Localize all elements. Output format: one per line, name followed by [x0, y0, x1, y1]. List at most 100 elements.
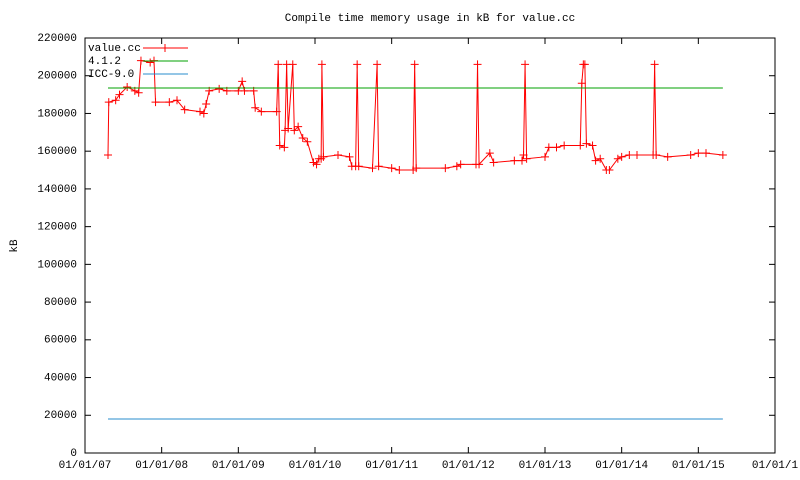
x-tick-label: 01/01/11: [365, 460, 418, 472]
point-marker: [395, 166, 404, 175]
y-tick-label: 180000: [37, 108, 77, 120]
legend-marker: [161, 44, 169, 52]
point-marker: [353, 60, 362, 69]
point-marker: [354, 162, 363, 171]
point-marker: [257, 107, 266, 116]
point-marker: [521, 60, 530, 69]
legend-label: value.cc: [88, 43, 141, 55]
point-marker: [718, 150, 727, 159]
y-tick-label: 120000: [37, 222, 77, 234]
point-marker: [541, 152, 549, 161]
point-marker: [410, 60, 419, 69]
plot-frame: [84, 37, 776, 454]
point-marker: [146, 58, 155, 67]
point-marker: [317, 60, 326, 69]
point-marker: [374, 162, 383, 171]
point-marker: [115, 90, 124, 99]
point-marker: [199, 109, 208, 118]
y-axis-label: kB: [9, 239, 21, 253]
x-tick-label: 01/01/07: [59, 460, 112, 472]
point-marker: [663, 152, 672, 161]
point-marker: [577, 79, 586, 88]
x-tick-label: 01/01/13: [519, 460, 572, 472]
point-marker: [552, 143, 561, 152]
point-marker: [582, 139, 591, 148]
y-tick-label: 20000: [44, 410, 77, 422]
point-marker: [694, 149, 703, 158]
point-marker: [275, 141, 284, 150]
point-marker: [576, 141, 585, 150]
point-marker: [280, 143, 289, 152]
x-tick-label: 01/01/12: [442, 460, 495, 472]
y-tick-label: 220000: [37, 33, 77, 45]
point-marker: [633, 150, 641, 159]
point-marker: [251, 103, 260, 112]
point-marker: [452, 162, 461, 171]
point-marker: [165, 98, 174, 107]
x-tick-label: 01/01/1: [752, 460, 799, 472]
point-marker: [373, 60, 382, 69]
point-marker: [134, 88, 143, 97]
point-marker: [686, 150, 695, 159]
point-marker: [284, 124, 293, 133]
point-marker: [215, 84, 224, 93]
point-marker: [238, 77, 247, 86]
point-marker: [368, 164, 377, 173]
point-marker: [272, 107, 281, 116]
point-marker: [489, 158, 498, 167]
point-marker: [702, 149, 710, 158]
chart-title: Compile time memory usage in kB for valu…: [285, 13, 575, 25]
point-marker: [588, 141, 597, 150]
x-tick-label: 01/01/09: [212, 460, 265, 472]
point-marker: [591, 156, 600, 165]
y-tick-label: 100000: [37, 259, 77, 271]
point-marker: [303, 137, 312, 146]
point-marker: [613, 154, 622, 163]
point-marker: [456, 160, 465, 169]
y-tick-label: 60000: [44, 335, 77, 347]
point-marker: [605, 166, 614, 175]
point-marker: [288, 60, 297, 69]
legend-label: 4.1.2: [88, 56, 121, 68]
point-marker: [298, 133, 307, 142]
x-tick-label: 01/01/08: [135, 460, 188, 472]
point-marker: [475, 160, 484, 169]
x-tick-label: 01/01/15: [672, 460, 725, 472]
point-marker: [412, 164, 421, 173]
point-marker: [180, 105, 189, 114]
point-marker: [290, 126, 299, 135]
point-marker: [522, 154, 531, 163]
point-marker: [345, 152, 354, 161]
point-marker: [544, 143, 553, 152]
y-tick-label: 140000: [37, 184, 77, 196]
point-marker: [104, 98, 113, 107]
y-tick-label: 160000: [37, 146, 77, 158]
point-marker: [151, 98, 160, 107]
point-marker: [196, 107, 204, 116]
point-marker: [111, 96, 120, 105]
point-marker: [518, 156, 526, 165]
point-marker: [334, 150, 342, 159]
y-tick-label: 0: [70, 448, 77, 460]
point-marker: [202, 100, 211, 109]
point-marker: [123, 83, 132, 92]
point-marker: [617, 152, 626, 161]
point-marker: [274, 60, 283, 69]
point-marker: [560, 141, 569, 150]
point-marker: [485, 149, 494, 158]
point-marker: [104, 150, 112, 159]
point-marker: [387, 164, 396, 173]
point-marker: [319, 152, 328, 161]
point-marker: [625, 150, 634, 159]
point-marker: [510, 156, 519, 165]
point-marker: [650, 60, 659, 69]
point-marker: [173, 96, 181, 105]
x-tick-label: 01/01/14: [595, 460, 648, 472]
point-marker: [580, 60, 589, 69]
point-marker: [441, 164, 450, 173]
point-marker: [312, 160, 321, 169]
point-marker: [652, 150, 661, 159]
y-tick-label: 40000: [44, 372, 77, 384]
